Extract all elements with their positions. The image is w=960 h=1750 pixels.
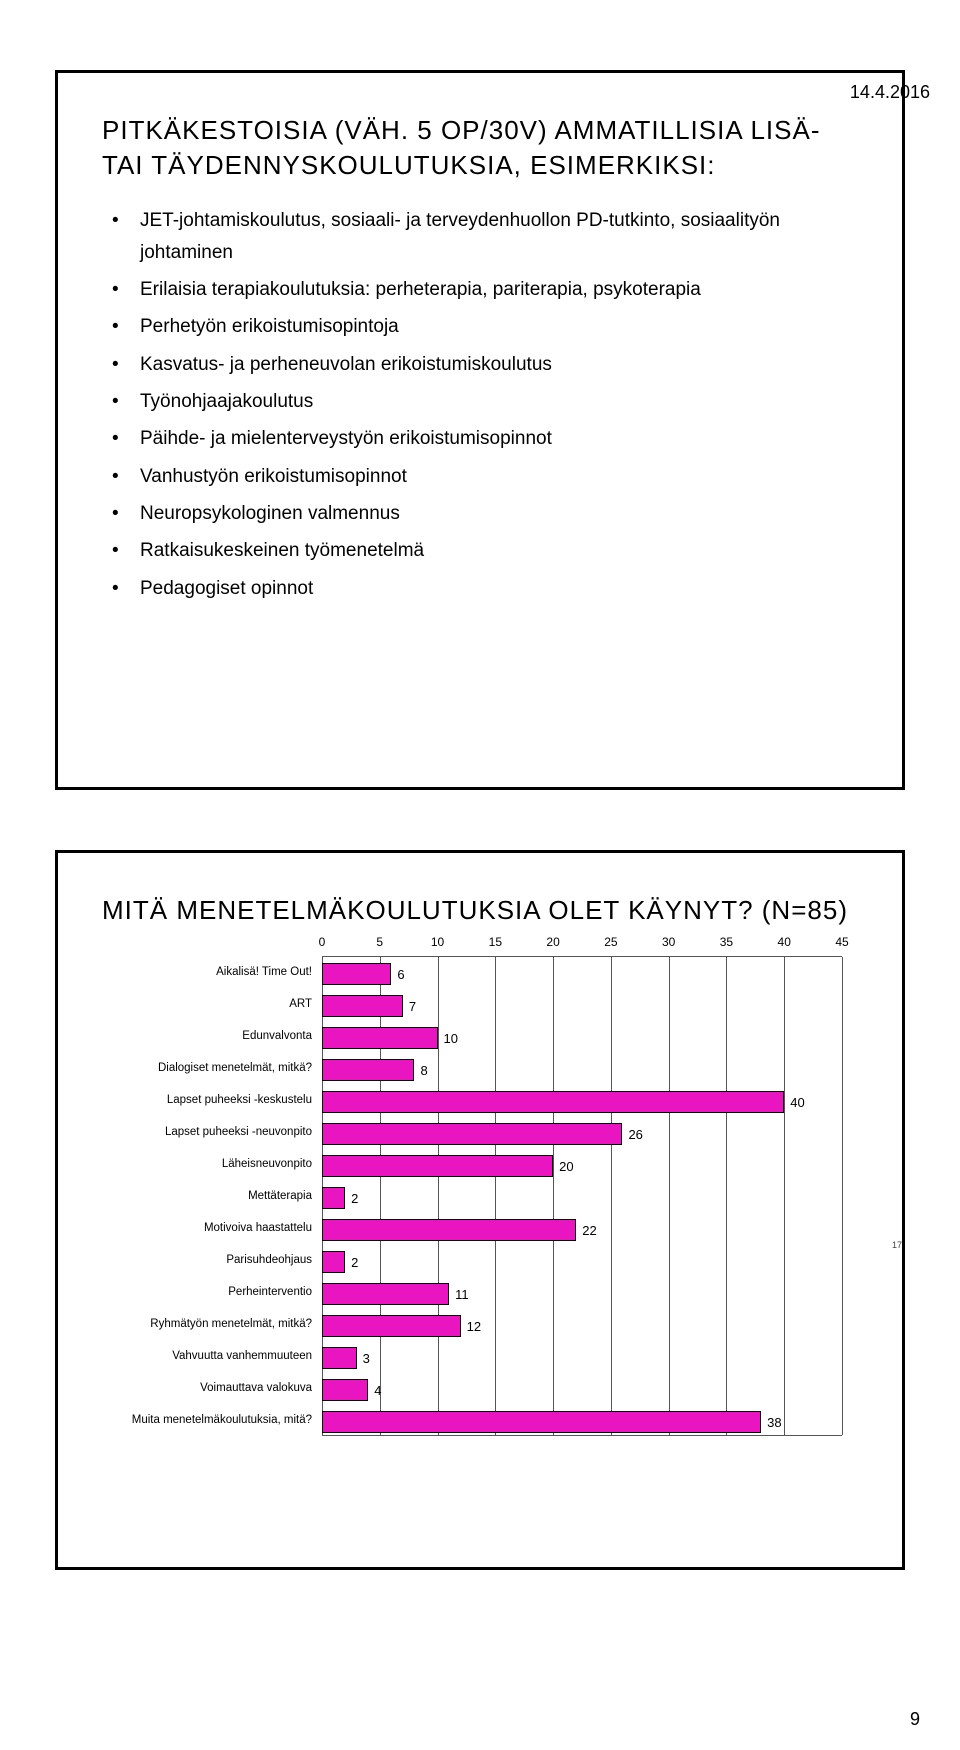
chart-plot: 0510152025303540456710840262022221112343… <box>322 956 842 1436</box>
chart-bar <box>322 1251 345 1273</box>
chart-bar-value: 2 <box>351 1191 358 1206</box>
chart-bar <box>322 1283 449 1305</box>
x-tick-label: 25 <box>604 935 617 949</box>
bullet-item: Pedagogiset opinnot <box>130 573 858 604</box>
chart-category-label: Aikalisä! Time Out! <box>102 967 312 979</box>
x-tick-label: 40 <box>778 935 791 949</box>
bullet-item: Neuropsykologinen valmennus <box>130 498 858 529</box>
chart-bar <box>322 1315 461 1337</box>
chart-bar-value: 3 <box>363 1351 370 1366</box>
bullet-item: Kasvatus- ja perheneuvolan erikoistumisk… <box>130 349 858 380</box>
chart-category-label: Mettäterapia <box>102 1191 312 1203</box>
slide-1: PITKÄKESTOISIA (VÄH. 5 OP/30V) AMMATILLI… <box>55 70 905 790</box>
slide2-title: MITÄ MENETELMÄKOULUTUKSIA OLET KÄYNYT? (… <box>102 893 858 928</box>
slide1-bullets: JET-johtamiskoulutus, sosiaali- ja terve… <box>102 205 858 604</box>
chart-bar-value: 40 <box>790 1095 804 1110</box>
page-number: 9 <box>910 1709 920 1730</box>
grid-line <box>842 957 843 1435</box>
bullet-item: Ratkaisukeskeinen työmenetelmä <box>130 535 858 566</box>
chart-bar <box>322 1059 414 1081</box>
slide1-title: PITKÄKESTOISIA (VÄH. 5 OP/30V) AMMATILLI… <box>102 113 858 183</box>
chart-bar-value: 4 <box>374 1383 381 1398</box>
chart-category-label: Lapset puheeksi -keskustelu <box>102 1095 312 1107</box>
x-tick-label: 10 <box>431 935 444 949</box>
chart-bar-row: 26 <box>322 1123 842 1145</box>
chart-bar-value: 38 <box>767 1415 781 1430</box>
chart-bar <box>322 1123 622 1145</box>
chart-category-label: Vahvuutta vanhemmuuteen <box>102 1351 312 1363</box>
chart-category-label: Muita menetelmäkoulutuksia, mitä? <box>102 1415 312 1427</box>
chart-bar-row: 22 <box>322 1219 842 1241</box>
chart-bar-row: 2 <box>322 1251 842 1273</box>
x-tick-label: 0 <box>319 935 326 949</box>
chart-category-label: Lapset puheeksi -neuvonpito <box>102 1127 312 1139</box>
chart-bar <box>322 1027 438 1049</box>
chart-bar-row: 12 <box>322 1315 842 1337</box>
bullet-item: Työnohjaajakoulutus <box>130 386 858 417</box>
chart-category-label: Parisuhdeohjaus <box>102 1255 312 1267</box>
chart-bar-row: 4 <box>322 1379 842 1401</box>
x-tick-label: 30 <box>662 935 675 949</box>
chart-bar <box>322 1219 576 1241</box>
chart-bar <box>322 1155 553 1177</box>
x-tick-label: 35 <box>720 935 733 949</box>
chart-bar-value: 10 <box>444 1031 458 1046</box>
chart-bar-value: 6 <box>397 967 404 982</box>
chart-bar-row: 10 <box>322 1027 842 1049</box>
chart-bar-row: 20 <box>322 1155 842 1177</box>
chart-bar-row: 8 <box>322 1059 842 1081</box>
chart-bar-value: 11 <box>455 1287 469 1302</box>
chart-bar-value: 26 <box>628 1127 642 1142</box>
chart-bar-row: 3 <box>322 1347 842 1369</box>
chart-category-label: ART <box>102 999 312 1011</box>
chart-category-label: Ryhmätyön menetelmät, mitkä? <box>102 1319 312 1331</box>
chart-bar-value: 22 <box>582 1223 596 1238</box>
chart-bar <box>322 1187 345 1209</box>
x-tick-label: 15 <box>489 935 502 949</box>
chart-category-label: Perheinterventio <box>102 1287 312 1299</box>
chart-category-label: Edunvalvonta <box>102 1031 312 1043</box>
bullet-item: Perhetyön erikoistumisopintoja <box>130 311 858 342</box>
chart-bar <box>322 1091 784 1113</box>
chart-bar-value: 7 <box>409 999 416 1014</box>
header-date: 14.4.2016 <box>850 82 930 103</box>
chart-category-label: Dialogiset menetelmät, mitkä? <box>102 1063 312 1075</box>
slide-2: MITÄ MENETELMÄKOULUTUKSIA OLET KÄYNYT? (… <box>55 850 905 1570</box>
x-tick-label: 5 <box>376 935 383 949</box>
x-tick-label: 20 <box>546 935 559 949</box>
bullet-item: Vanhustyön erikoistumisopinnot <box>130 461 858 492</box>
chart-bar-value: 20 <box>559 1159 573 1174</box>
chart-bar-value: 8 <box>420 1063 427 1078</box>
chart-bar <box>322 1347 357 1369</box>
chart-bar-value: 12 <box>467 1319 481 1334</box>
chart-category-label: Motivoiva haastattelu <box>102 1223 312 1235</box>
chart-bar <box>322 1411 761 1433</box>
chart-bar-row: 11 <box>322 1283 842 1305</box>
chart-area: 0510152025303540456710840262022221112343… <box>102 956 858 1436</box>
chart-bar <box>322 963 391 985</box>
bullet-item: Päihde- ja mielenterveystyön erikoistumi… <box>130 423 858 454</box>
chart-bar-row: 2 <box>322 1187 842 1209</box>
chart-bar <box>322 995 403 1017</box>
bullet-item: Erilaisia terapiakoulutuksia: perheterap… <box>130 274 858 305</box>
chart-bar-row: 38 <box>322 1411 842 1433</box>
slide1-footer-num: 17 <box>892 1240 902 1250</box>
x-tick-label: 45 <box>835 935 848 949</box>
chart-category-label: Läheisneuvonpito <box>102 1159 312 1171</box>
bullet-item: JET-johtamiskoulutus, sosiaali- ja terve… <box>130 205 858 268</box>
chart-bar-row: 40 <box>322 1091 842 1113</box>
chart-bar <box>322 1379 368 1401</box>
chart-bar-row: 7 <box>322 995 842 1017</box>
chart-category-label: Voimauttava valokuva <box>102 1383 312 1395</box>
chart-bar-row: 6 <box>322 963 842 985</box>
chart-bar-value: 2 <box>351 1255 358 1270</box>
